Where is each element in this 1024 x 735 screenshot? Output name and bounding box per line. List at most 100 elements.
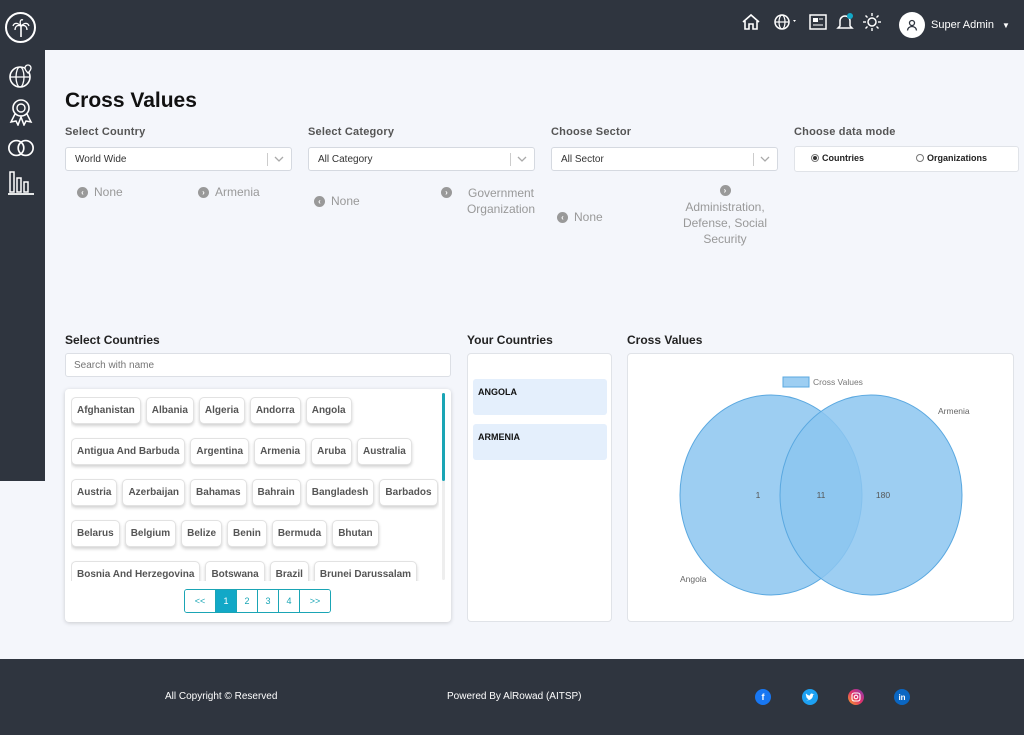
chevron-right-icon: › [441,187,452,198]
user-menu[interactable]: Super Admin ▼ [899,12,1010,38]
country-chip[interactable]: Angola [305,397,352,424]
legend-swatch [782,376,810,388]
choose-sector-label: Choose Sector [551,126,632,138]
user-name: Super Admin [931,19,994,31]
country-chip[interactable]: Bosnia And Herzegovina [71,561,201,581]
twitter-icon[interactable] [802,689,818,705]
your-country-item[interactable]: ANGOLA [473,379,607,415]
category-option-label: None [331,194,360,208]
select-countries-title: Select Countries [65,333,160,347]
chevron-right-icon: › [719,185,731,196]
award-icon[interactable] [7,98,35,126]
footer-powered-by: Powered By AlRowad (AITSP) [447,691,582,702]
country-chip[interactable]: Antigua And Barbuda [71,438,186,465]
country-option-armenia[interactable]: › Armenia [198,185,260,199]
country-chip[interactable]: Belarus [71,520,120,547]
globe-icon[interactable] [773,11,799,33]
country-chip[interactable]: Botswana [205,561,265,581]
page-3-button[interactable]: 3 [258,590,279,612]
page-2-button[interactable]: 2 [237,590,258,612]
country-chip[interactable]: Andorra [249,397,301,424]
country-chip[interactable]: Benin [227,520,267,547]
bar-chart-icon[interactable] [7,168,35,196]
radio-countries-label: Countries [822,153,865,163]
country-chip[interactable]: Brazil [269,561,309,581]
country-chip[interactable]: Belize [181,520,223,547]
country-chip[interactable]: Bermuda [271,520,328,547]
country-chip[interactable]: Bahamas [190,479,247,506]
palm-logo-icon[interactable] [5,12,36,43]
chevron-down-icon [760,156,770,162]
page-1-button[interactable]: 1 [216,590,237,612]
your-country-item[interactable]: ARMENIA [473,424,607,460]
country-chip[interactable]: Brunei Darussalam [313,561,418,581]
sun-icon[interactable] [862,11,882,33]
bell-icon[interactable] [836,11,854,33]
page-4-button[interactable]: 4 [279,590,300,612]
page-last-button[interactable]: >> [300,590,330,612]
country-chip[interactable]: Belgium [124,520,177,547]
scrollbar-thumb[interactable] [442,393,445,481]
data-mode-group: Countries Organizations [794,146,1019,172]
chip-list-scrollbar[interactable] [442,393,445,580]
chevron-right-icon: › [198,186,209,198]
country-option-none[interactable]: ‹ None [77,185,123,199]
radio-dot [811,154,819,162]
country-select[interactable]: World Wide [65,147,292,171]
country-chip[interactable]: Bangladesh [305,479,375,506]
sector-select-value: All Sector [561,153,604,165]
your-countries-panel: ANGOLA ARMENIA [467,353,612,622]
country-option-label: None [94,185,123,199]
category-option-government[interactable]: › Government Organization [441,185,544,217]
your-countries-title: Your Countries [467,333,553,347]
radio-countries[interactable]: Countries [811,153,864,163]
country-chip[interactable]: Afghanistan [71,397,141,424]
chip-row: Austria Azerbaijan Bahamas Bahrain Bangl… [71,479,439,520]
sector-option-administration[interactable]: › Administration, Defense, Social Securi… [672,185,778,247]
page-first-button[interactable]: << [185,590,216,612]
chip-row: Antigua And Barbuda Argentina Armenia Ar… [71,438,439,479]
country-list-panel: Afghanistan Albania Algeria Andorra Ango… [65,389,451,622]
country-chip[interactable]: Azerbaijan [122,479,186,506]
country-chip[interactable]: Algeria [198,397,245,424]
radio-dot [916,154,924,162]
category-option-label: Government Organization [466,186,536,216]
country-chip[interactable]: Bahrain [251,479,301,506]
radio-organizations[interactable]: Organizations [916,153,987,163]
sector-option-label: None [574,210,603,224]
instagram-icon[interactable] [848,689,864,705]
chevron-left-icon: ‹ [314,195,325,207]
country-chip[interactable]: Albania [145,397,194,424]
category-select[interactable]: All Category [308,147,535,171]
country-chip[interactable]: Barbados [379,479,438,506]
country-chip[interactable]: Australia [357,438,412,465]
country-search-input[interactable] [65,353,451,377]
home-icon[interactable] [741,11,761,33]
country-chip[interactable]: Austria [71,479,118,506]
overlap-circles-icon[interactable] [7,134,35,162]
globe-location-icon[interactable] [7,62,35,90]
top-bar: Super Admin ▼ [0,0,1024,50]
facebook-icon[interactable]: f [755,689,771,705]
data-mode-label: Choose data mode [794,126,896,138]
sector-option-none[interactable]: ‹ None [557,210,603,224]
page-title: Cross Values [65,89,197,112]
country-chip[interactable]: Armenia [254,438,307,465]
linkedin-icon[interactable]: in [894,689,910,705]
venn-label-armenia: Armenia [938,406,970,416]
sector-option-label: Administration, Defense, Social Security [682,200,768,246]
venn-chart: Cross Values 1 11 180 Angola Armenia [679,376,970,596]
gallery-icon[interactable] [808,11,828,33]
country-chip[interactable]: Bhutan [332,520,379,547]
select-category-label: Select Category [308,126,395,138]
venn-value-armenia: 180 [876,490,890,500]
country-chip[interactable]: Aruba [311,438,352,465]
category-option-none[interactable]: ‹ None [314,194,360,208]
venn-set-armenia [779,394,963,596]
country-chip-list: Afghanistan Albania Algeria Andorra Ango… [71,397,439,581]
country-chip[interactable]: Argentina [190,438,250,465]
chip-row: Bosnia And Herzegovina Botswana Brazil B… [71,561,439,581]
chip-row: Afghanistan Albania Algeria Andorra Ango… [71,397,439,438]
sector-select[interactable]: All Sector [551,147,778,171]
category-select-value: All Category [318,153,373,165]
